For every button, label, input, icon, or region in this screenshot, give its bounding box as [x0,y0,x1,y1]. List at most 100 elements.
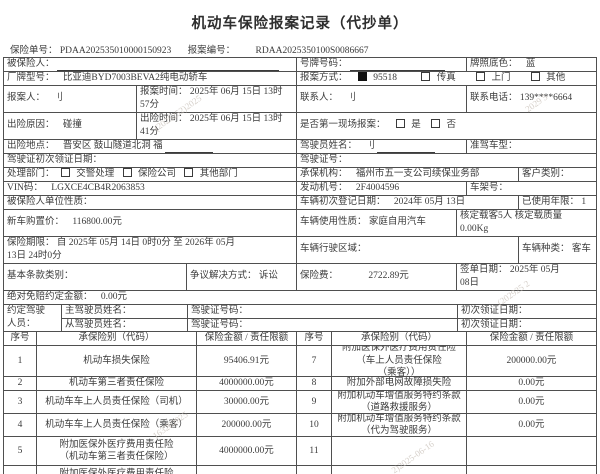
field-dispute-resolution: 争议解决方式： 诉讼 [186,264,296,290]
field-license-first-date: 驾驶证初次领证日期： [4,154,296,167]
coverage-name: 附加医保外医疗费用责任险 （车上人员责任保险（司机）） [36,466,196,474]
new-car-price-label: 新车购置价： [7,217,65,227]
coverage-name: 附加医保外医疗费用责任险 （车上人员责任保险 （乘客）） [331,346,466,376]
contact-label: 联系人： [300,93,339,103]
insured-label: 被保险人： [7,59,55,69]
reporter-value: 刂 [53,93,63,103]
license-first-date-label: 驾驶证初次领证日期： [7,155,103,165]
driving-area-label: 车辆行驶区域： [300,244,367,254]
field-insured: 被保险人： [4,58,296,71]
coverage-header-amount-left: 保险金额 / 责任限额 [196,332,296,345]
report-no-value: RDAA2025350100S0086667 [255,46,369,56]
coverage-amount: 0.00元 [466,391,596,413]
first-scene-option-no: 否 [446,120,457,130]
customer-type-label: 客户类别： [522,169,570,179]
vehicle-kind-label: 车辆种类： [522,244,570,254]
handle-dept-option-other: 其他部门 [199,169,238,179]
accident-time-label: 出险时间： [140,114,188,124]
coverage-header-no-left: 序号 [10,333,30,344]
coverage-header-amount-right: 保险金额 / 责任限额 [466,332,596,345]
sub-driver-label: 从驾驶员姓名： [65,319,132,330]
coverage-name: 机动车车上人员责任保险（司机） [36,391,196,413]
contact-phone-label: 联系电话： [470,93,518,103]
insurance-period-label: 保险期限： [7,238,55,248]
dispute-resolution-value: 诉讼 [258,271,278,281]
accident-cause-label: 出险原因： [7,120,55,130]
field-plate-color: 牌照底色： 蓝 [466,58,596,71]
field-report-method: 报案方式： 95518 传真 上门 其他 [296,72,596,85]
field-new-car-price: 新车购置价： 116800.00元 [4,210,296,236]
coverage-no: 1 [17,355,23,366]
coverage-no: 11 [296,437,331,465]
main-driver-license-label: 驾驶证号码： [191,306,249,316]
used-years-value: 1 [581,197,587,207]
license-no-label: 驾驶证号： [300,155,348,165]
usage-nature-label: 车辆使用性质： [300,217,367,227]
dispute-resolution-label: 争议解决方式： [190,271,257,281]
engine-no-value: 2F4004596 [355,183,400,193]
coverage-no: 8 [296,377,331,390]
first-register-date-value: 2024年 05月 13日 [393,197,466,207]
field-reporter: 报案人： 刂 [4,86,136,112]
field-sub-driver-license: 驾驶证号码： [187,318,457,331]
handle-dept-option-police: 交警处理 [76,169,115,179]
coverage-amount: 0.00元 [466,377,596,390]
field-used-years: 已使用年限： 1 [518,196,596,209]
accident-place-label: 出险地点： [7,141,55,151]
field-usage-nature: 车辆使用性质： 家庭自用汽车 [296,210,456,236]
coverage-name [331,437,466,465]
coverage-name [331,466,466,474]
underwriter-value: 福州市五一支公司续保业务部 [355,169,480,179]
report-time-value: 2025年 06月 15日 13时 57分 [140,87,283,110]
field-sub-driver-first-date: 初次领证日期： [457,318,597,331]
coverage-no: 9 [296,391,331,413]
field-deductible: 绝对免赔约定金额： 0.00元 [4,291,596,304]
coverage-name: 机动车损失保险 [36,346,196,376]
sub-driver-license-label: 驾驶证号码： [191,319,249,330]
coverage-amount [466,466,596,474]
policy-no-value: PDAA202535010000150923 [59,46,172,56]
field-engine-no: 发动机号： 2F4004596 [296,182,466,195]
coverage-amount: 200000.00元 [466,346,596,376]
coverage-no: 12 [296,466,331,474]
field-accident-place: 出险地点： 晋安区 鼓山隧道北洞 福 [4,140,296,153]
coverage-amount: 0.00元 [466,414,596,436]
field-accident-time: 出险时间： 2025年 06月 15日 13时 41分 [136,113,296,139]
coverage-amount: 30000.00元 [196,391,296,413]
checkbox-visit-icon [476,72,486,81]
coverage-no: 10 [296,414,331,436]
checkbox-fax-icon [421,72,431,81]
coverage-name: 机动车第三者责任保险 [36,377,196,390]
driver-name-value: 刂 [365,141,375,151]
coverage-header-name-left: 承保险别（代码） [36,332,196,345]
underwriter-label: 承保机构： [300,169,348,179]
driver-name-underline [377,143,436,153]
brand-model-value: 比亚迪BYD7003BEVA2纯电动轿车 [62,73,208,83]
accident-cause-value: 碰撞 [62,120,82,130]
field-premium: 保险费： 2722.89元 [296,264,456,290]
field-contact: 联系人： 刂 [296,86,466,112]
field-handle-dept: 处理部门： 交警处理 保险公司 其他部门 [4,168,296,181]
basic-clause-type-label: 基本条款类别： [7,271,74,281]
field-main-driver-first-date: 初次领证日期： [457,305,597,318]
checkbox-no-icon [431,119,441,128]
main-driver-label: 主驾驶员姓名： [65,306,132,316]
field-driver-name: 驾驶员姓名： 刂 [296,140,466,153]
field-underwriter: 承保机构： 福州市五一支公司续保业务部 [296,168,518,181]
field-first-register-date: 车辆初次登记日期： 2024年 05月 13日 [296,196,518,209]
report-method-label: 报案方式： [300,73,348,83]
premium-label: 保险费： [300,271,339,281]
coverage-amount: 200000.00元 [196,414,296,436]
field-license-no: 驾驶证号： [296,154,596,167]
report-method-option-fax: 传真 [436,73,456,83]
report-no-label: 报案编号： [187,46,236,56]
plate-color-value: 蓝 [525,59,536,69]
report-method-option-95518: 95518 [373,73,398,83]
checkbox-yes-icon [395,119,405,128]
new-car-price-value: 116800.00元 [72,217,122,227]
field-driving-area: 车辆行驶区域： [296,237,518,263]
document-numbers: 保险单号： PDAA202535010000150923 报案编号： RDAA2… [10,42,382,56]
field-customer-type: 客户类别： [518,168,596,181]
sub-driver-first-date-label: 初次领证日期： [461,319,528,330]
